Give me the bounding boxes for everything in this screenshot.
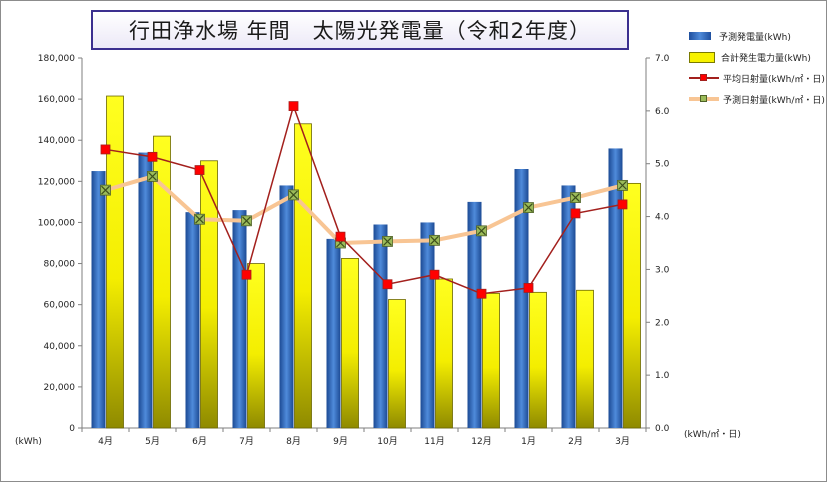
marker-avg-irradiance [335, 231, 346, 242]
bar-predicted-output [326, 238, 341, 428]
bar-predicted-output [514, 169, 529, 428]
marker-predicted-irradiance-cross [289, 190, 298, 200]
legend-item-predicted-irradiance: 予測日射量(kWh/㎡・日) [689, 91, 825, 107]
bar-actual-output [388, 299, 406, 429]
left-tick-label: 140,000 [38, 136, 75, 146]
bar-actual-output [153, 135, 171, 429]
legend-label-predicted-irradiance: 予測日射量(kWh/㎡・日) [723, 95, 825, 106]
x-tick-label: 1月 [521, 436, 536, 447]
line-avg-irradiance [105, 103, 623, 295]
bar-predicted-output [279, 185, 294, 428]
bar-actual-output [529, 291, 547, 429]
bar-predicted-output [467, 201, 482, 428]
x-tick-label: 8月 [286, 436, 301, 447]
left-tick-label: 120,000 [38, 177, 75, 187]
right-tick-label: 7.0 [655, 54, 670, 64]
x-tick-label: 11月 [424, 436, 444, 447]
marker-avg-irradiance [476, 288, 487, 299]
legend-item-actual-output: 合計発生電力量(kWh) [689, 49, 825, 65]
legend-label-avg-irradiance: 平均日射量(kWh/㎡・日) [723, 74, 825, 85]
marker-avg-irradiance [100, 144, 111, 155]
x-tick-label: 10月 [377, 436, 397, 447]
left-tick-label: 180,000 [38, 54, 75, 64]
marker-predicted-irradiance-cross [524, 203, 533, 213]
bar-predicted-output [185, 212, 200, 428]
legend-item-avg-irradiance: 平均日射量(kWh/㎡・日) [689, 70, 825, 86]
marker-predicted-irradiance-cross [430, 235, 439, 245]
bar-predicted-output [608, 148, 623, 428]
x-tick-label: 9月 [333, 436, 348, 447]
left-tick-label: 40,000 [44, 342, 76, 352]
line-predicted-irradiance [104, 174, 624, 245]
marker-predicted-irradiance-cross [571, 193, 580, 202]
right-tick-label: 6.0 [655, 107, 670, 117]
marker-predicted-irradiance-cross [148, 171, 157, 181]
legend-swatch-actual-output [689, 51, 715, 63]
bar-actual-output [576, 289, 594, 429]
x-tick-label: 2月 [568, 436, 583, 447]
legend-swatch-predicted-irradiance [689, 93, 719, 105]
left-tick-label: 100,000 [38, 218, 75, 228]
marker-predicted-irradiance-cross [242, 216, 251, 226]
marker-avg-irradiance [241, 269, 252, 280]
bar-predicted-output [232, 210, 247, 428]
marker-avg-irradiance [288, 101, 299, 111]
bar-predicted-output [561, 185, 576, 428]
bar-actual-output [294, 123, 312, 429]
marker-avg-irradiance [382, 279, 393, 290]
marker-predicted-irradiance-cross [195, 214, 204, 224]
right-tick-label: 1.0 [655, 371, 670, 381]
chart-title: 行田浄水場 年間 太陽光発電量（令和2年度） [91, 10, 629, 50]
x-tick-label: 3月 [615, 436, 630, 447]
bar-predicted-output [420, 222, 435, 428]
legend-label-actual-output: 合計発生電力量(kWh) [721, 53, 811, 64]
x-tick-label: 4月 [98, 436, 113, 447]
bar-actual-output [200, 160, 218, 429]
left-tick-label: 160,000 [38, 95, 75, 105]
legend: 予測発電量(kWh) 合計発生電力量(kWh) 平均日射量(kWh/㎡・日) 予… [689, 28, 825, 112]
marker-avg-irradiance [570, 208, 581, 219]
left-tick-label: 20,000 [44, 383, 76, 393]
marker-predicted-irradiance-cross [618, 180, 627, 190]
bar-actual-output [106, 95, 124, 429]
left-tick-label: 0 [69, 424, 75, 434]
legend-swatch-predicted-output [689, 32, 711, 40]
legend-label-predicted-output: 予測発電量(kWh) [719, 32, 791, 43]
marker-predicted-irradiance-cross [477, 226, 486, 236]
marker-predicted-irradiance-cross [383, 236, 392, 246]
left-axis-unit: (kWh) [15, 437, 42, 447]
legend-swatch-avg-irradiance [689, 72, 719, 84]
right-tick-label: 3.0 [655, 265, 670, 275]
bar-predicted-output [138, 152, 153, 429]
bar-predicted-output [91, 171, 106, 429]
marker-avg-irradiance [194, 165, 205, 175]
left-tick-label: 60,000 [44, 301, 76, 311]
marker-avg-irradiance [147, 151, 158, 162]
right-tick-label: 4.0 [655, 213, 670, 223]
x-tick-label: 12月 [471, 436, 491, 447]
bar-actual-output [435, 278, 453, 429]
x-tick-label: 6月 [192, 436, 207, 447]
right-axis-unit: (kWh/㎡・日) [684, 430, 741, 440]
bar-predicted-output [373, 224, 388, 428]
marker-predicted-irradiance-cross [101, 185, 110, 195]
x-tick-label: 5月 [145, 436, 160, 447]
bar-actual-output [623, 182, 641, 429]
right-tick-label: 0.0 [655, 424, 670, 434]
bar-actual-output [341, 258, 359, 429]
left-tick-label: 80,000 [44, 260, 76, 270]
right-tick-label: 5.0 [655, 160, 670, 170]
marker-avg-irradiance [429, 269, 440, 280]
bar-actual-output [247, 263, 265, 429]
bar-actual-output [482, 292, 500, 429]
right-tick-label: 2.0 [655, 318, 670, 328]
marker-avg-irradiance [523, 283, 534, 293]
marker-avg-irradiance [617, 199, 628, 210]
legend-item-predicted-output: 予測発電量(kWh) [689, 28, 825, 44]
x-tick-label: 7月 [239, 436, 254, 447]
